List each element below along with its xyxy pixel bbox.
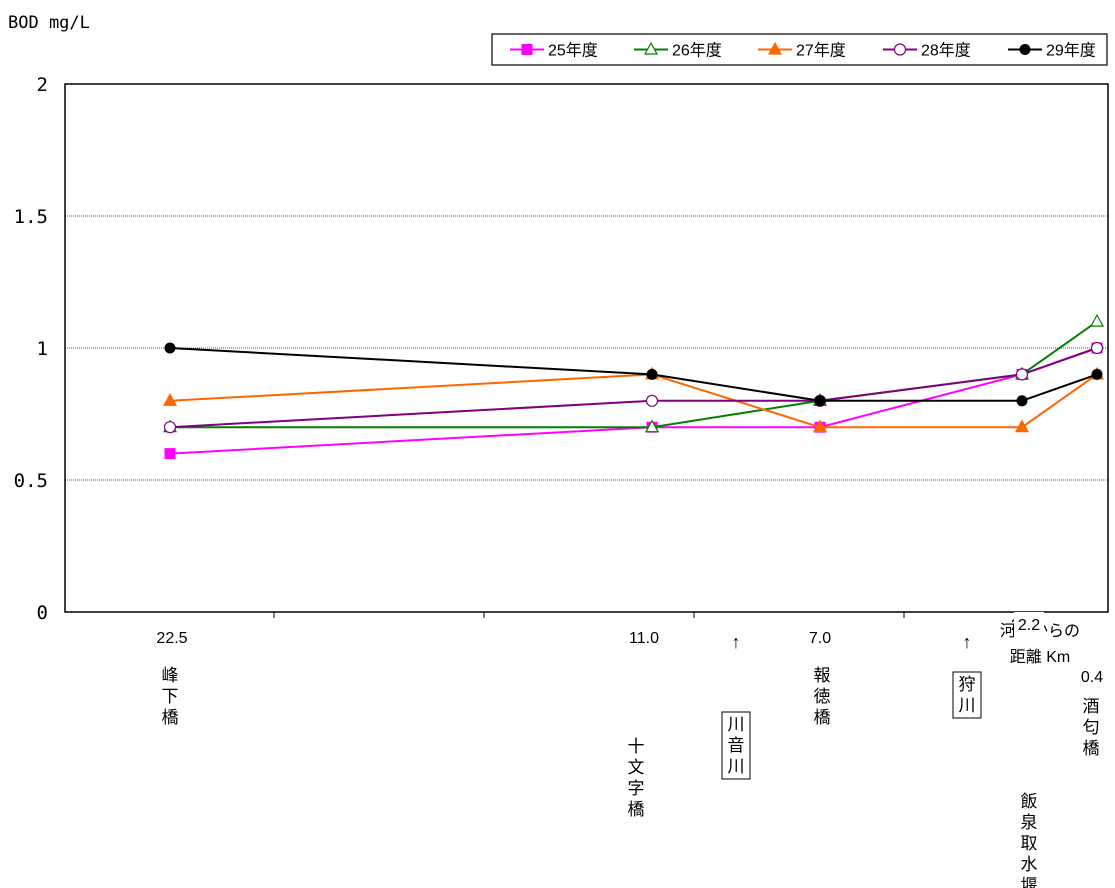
- data-point: [1015, 368, 1029, 381]
- data-point: [812, 419, 828, 433]
- series-line: [169, 347, 1098, 429]
- data-point: [893, 43, 907, 56]
- data-point: [814, 395, 826, 407]
- legend-item: 26年度: [634, 42, 722, 60]
- y-axis-unit-label: BOD mg/L: [8, 13, 90, 33]
- tributary-arrow: ↑: [963, 632, 972, 652]
- data-point: [162, 393, 178, 406]
- legend-label: 26年度: [672, 42, 722, 60]
- data-point: [645, 394, 659, 407]
- data-point: [767, 41, 783, 55]
- data-point: [1091, 368, 1103, 380]
- legend-item: 28年度: [883, 42, 971, 60]
- y-axis-ticks: 0 0.5 1 1.5 2: [14, 74, 48, 624]
- station-name: 飯泉取水堰上: [1021, 792, 1038, 888]
- legend-label: 27年度: [796, 42, 846, 60]
- y-tick-label: 1: [37, 338, 48, 360]
- tributary-name: 川音川: [728, 715, 745, 776]
- series-line: [170, 320, 1098, 429]
- tributary-arrow: ↑: [732, 632, 741, 652]
- x-axis-ticks: [273, 612, 1018, 618]
- station-name: 峰下橋: [162, 666, 179, 727]
- station-label: 峰下橋: [162, 666, 179, 727]
- x-value-label: 7.0: [809, 630, 831, 647]
- data-point: [644, 419, 660, 433]
- data-point: [163, 421, 177, 434]
- legend: 25年度 26年度 27年度 28年度 29年度: [491, 33, 1108, 66]
- plot-area: [64, 83, 1109, 613]
- y-tick-label: 2: [37, 74, 48, 96]
- data-point: [1089, 313, 1105, 327]
- data-point: [1016, 395, 1028, 407]
- legend-item: 29年度: [1008, 42, 1096, 60]
- station-label: 十文字橋: [628, 737, 645, 819]
- legend-box: [491, 33, 1108, 66]
- data-point: [164, 342, 176, 354]
- data-point: [1019, 44, 1031, 55]
- tributary-label: ↑ 狩川: [952, 632, 982, 719]
- tributary-name: 狩川: [959, 675, 976, 715]
- legend-item: 25年度: [510, 42, 598, 60]
- x-value-label: 22.5: [156, 630, 187, 647]
- x-axis-title: 河口からの距離 Km2.2: [1000, 612, 1080, 666]
- value-label-mask: [1014, 612, 1044, 638]
- station-label: 酒匂橋: [1083, 697, 1100, 758]
- x-value-label: 11.0: [629, 630, 659, 647]
- station-name: 酒匂橋: [1083, 697, 1100, 758]
- data-point: [1014, 419, 1030, 433]
- x-value-label: 0.4: [1081, 669, 1103, 686]
- station-label: 報徳橋: [814, 666, 831, 727]
- gridlines: [65, 215, 1108, 481]
- series-29年度: [164, 342, 1103, 407]
- data-point: [646, 368, 658, 380]
- tributary-label: ↑ 川音川: [721, 632, 751, 780]
- legend-item: 27年度: [758, 42, 846, 60]
- station-label: 飯泉取水堰上: [1021, 792, 1038, 888]
- legend-label: 25年度: [548, 42, 598, 60]
- series-layer: [162, 313, 1105, 460]
- tributary-box: [952, 671, 982, 719]
- station-name: 十文字橋: [628, 737, 645, 819]
- y-tick-label: 0: [37, 602, 48, 624]
- data-point: [643, 41, 659, 55]
- x-value-label-overlay: 2.2: [1018, 617, 1040, 634]
- station-name: 報徳橋: [814, 666, 831, 727]
- tributary-box: [721, 711, 751, 780]
- data-point: [164, 448, 176, 460]
- legend-label: 29年度: [1046, 42, 1096, 60]
- legend-label: 28年度: [921, 42, 971, 60]
- y-tick-label: 0.5: [14, 470, 48, 492]
- y-tick-label: 1.5: [14, 206, 48, 228]
- data-point: [521, 44, 533, 55]
- data-point: [1090, 341, 1104, 355]
- x-axis-title-line2: 距離 Km: [1010, 648, 1070, 666]
